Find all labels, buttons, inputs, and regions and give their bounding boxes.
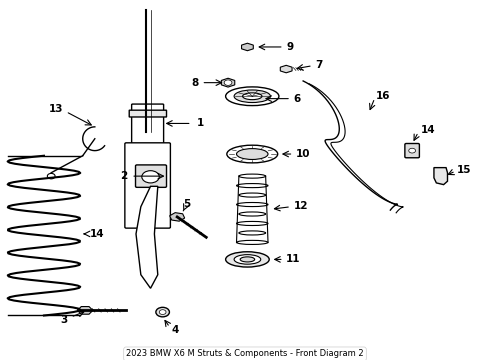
FancyBboxPatch shape	[136, 165, 167, 187]
Ellipse shape	[237, 202, 268, 207]
FancyBboxPatch shape	[125, 143, 171, 228]
Text: 4: 4	[172, 325, 179, 335]
Text: 1: 1	[196, 118, 204, 129]
Text: 10: 10	[296, 149, 310, 159]
Polygon shape	[280, 65, 292, 73]
Text: 6: 6	[294, 94, 301, 104]
Text: 13: 13	[49, 104, 63, 114]
Text: 12: 12	[294, 201, 308, 211]
Ellipse shape	[225, 252, 269, 267]
Ellipse shape	[239, 212, 266, 216]
Circle shape	[48, 174, 55, 179]
Polygon shape	[136, 186, 158, 288]
Circle shape	[159, 310, 166, 315]
Ellipse shape	[237, 184, 268, 188]
Polygon shape	[242, 43, 253, 51]
Circle shape	[156, 307, 170, 317]
Text: 11: 11	[286, 255, 301, 264]
Text: 2: 2	[121, 171, 128, 181]
Ellipse shape	[237, 240, 268, 244]
Polygon shape	[170, 213, 185, 221]
Ellipse shape	[234, 90, 270, 103]
Text: 14: 14	[420, 125, 435, 135]
Text: 7: 7	[315, 60, 322, 70]
Text: 9: 9	[286, 42, 294, 52]
Ellipse shape	[243, 93, 262, 100]
Ellipse shape	[234, 255, 261, 264]
Circle shape	[409, 148, 416, 153]
Polygon shape	[221, 78, 235, 87]
Text: 16: 16	[376, 91, 391, 100]
Ellipse shape	[237, 221, 268, 225]
FancyBboxPatch shape	[132, 104, 164, 146]
Text: 2023 BMW X6 M Struts & Components - Front Diagram 2: 2023 BMW X6 M Struts & Components - Fron…	[126, 350, 364, 359]
Ellipse shape	[240, 257, 255, 262]
Ellipse shape	[237, 149, 268, 159]
Ellipse shape	[227, 145, 278, 163]
Ellipse shape	[225, 87, 279, 105]
Ellipse shape	[239, 231, 266, 235]
Text: 5: 5	[183, 199, 190, 209]
Text: 14: 14	[90, 229, 104, 239]
FancyBboxPatch shape	[129, 110, 167, 117]
Polygon shape	[434, 168, 447, 185]
FancyBboxPatch shape	[405, 144, 419, 158]
Polygon shape	[77, 307, 93, 314]
Ellipse shape	[239, 193, 266, 197]
Text: 3: 3	[60, 315, 67, 325]
Text: 15: 15	[457, 165, 471, 175]
Circle shape	[224, 80, 232, 85]
Text: 8: 8	[192, 78, 199, 87]
Circle shape	[142, 171, 159, 183]
Ellipse shape	[239, 174, 266, 178]
